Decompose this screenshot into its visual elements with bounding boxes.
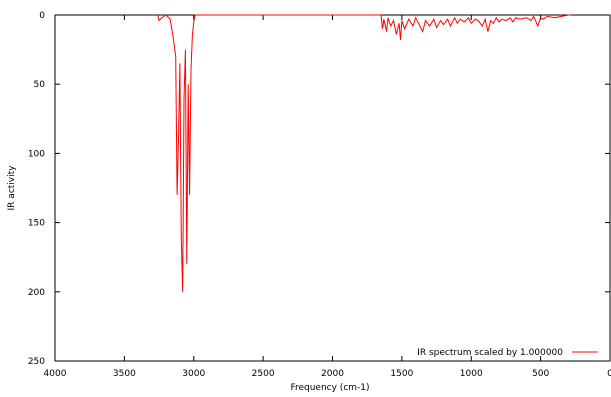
y-tick-label: 200 [28, 288, 45, 298]
y-axis-label: IR activity [7, 165, 17, 211]
x-tick-label: 2000 [321, 369, 344, 379]
spectrum-line [157, 14, 572, 292]
x-tick-label: 3500 [113, 369, 136, 379]
y-tick-label: 0 [39, 11, 45, 21]
x-tick-label: 2500 [252, 369, 275, 379]
plot-frame [54, 14, 611, 362]
y-tick-label: 100 [28, 149, 45, 159]
y-tick-label: 250 [28, 357, 45, 367]
x-axis-label: Frequency (cm-1) [290, 383, 369, 393]
y-tick-label: 150 [28, 219, 45, 229]
x-tick-label: 3000 [182, 369, 205, 379]
x-tick-label: 1500 [390, 369, 413, 379]
legend-label: IR spectrum scaled by 1.000000 [417, 348, 563, 358]
x-tick-label: 0 [607, 369, 611, 379]
x-tick-label: 500 [532, 369, 549, 379]
x-tick-label: 1000 [460, 369, 483, 379]
x-tick-label: 4000 [44, 369, 67, 379]
y-tick-label: 50 [34, 80, 46, 90]
